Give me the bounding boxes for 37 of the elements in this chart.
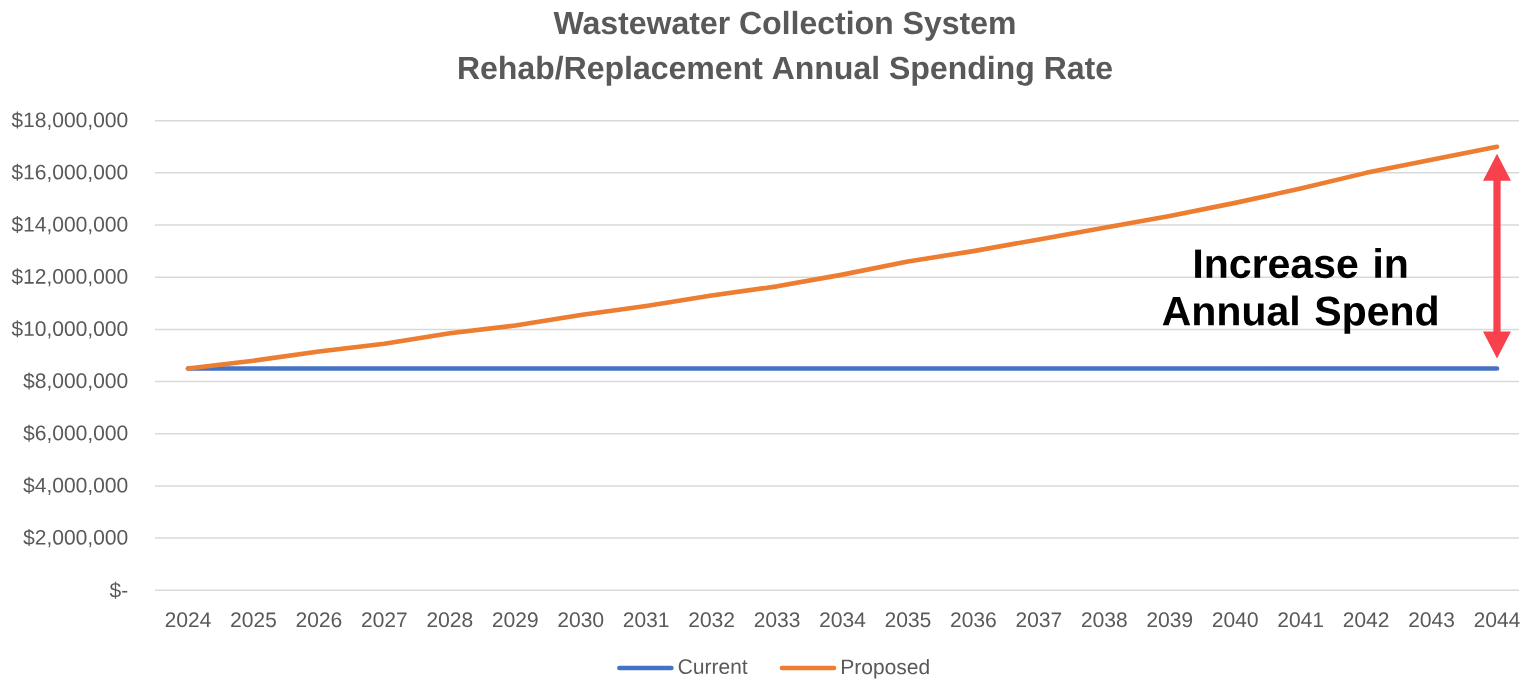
- x-tick-label: 2041: [1278, 612, 1323, 628]
- legend-label: Proposed: [842, 658, 929, 679]
- chart-subtitle: Rehab/Replacement Annual Spending Rate: [459, 55, 1112, 86]
- x-tick-label: 2034: [820, 612, 866, 628]
- y-tick-label: $6,000,000: [23, 424, 128, 443]
- x-tick-label: 2033: [754, 612, 800, 628]
- x-tick-label: 2035: [885, 612, 931, 628]
- x-tick-label: 2039: [1147, 612, 1193, 628]
- x-tick-label: 2025: [231, 612, 276, 628]
- x-tick-label: 2031: [623, 612, 669, 628]
- x-tick-label: 2038: [1082, 612, 1127, 628]
- y-tick-label: $10,000,000: [11, 320, 128, 339]
- x-tick-label: 2043: [1409, 612, 1454, 628]
- y-tick-label: $18,000,000: [11, 111, 128, 130]
- y-tick-label: $4,000,000: [23, 476, 128, 496]
- x-tick-label: 2042: [1343, 612, 1389, 628]
- x-tick-label: 2024: [165, 612, 211, 628]
- y-tick-label: $-: [109, 581, 128, 599]
- x-tick-label: 2044: [1474, 612, 1520, 628]
- x-tick-label: 2040: [1212, 612, 1258, 628]
- x-tick-label: 2026: [296, 612, 342, 628]
- x-tick-label: 2032: [689, 612, 734, 628]
- x-tick-label: 2028: [427, 612, 473, 628]
- x-tick-label: 2036: [951, 612, 996, 628]
- x-tick-label: 2027: [362, 612, 407, 628]
- annotation: Increase in Annual Spend: [1162, 248, 1437, 334]
- x-tick-label: 2037: [1016, 612, 1062, 628]
- y-tick-label: $16,000,000: [11, 163, 128, 182]
- x-tick-label: 2030: [558, 612, 604, 628]
- x-tick-label: 2029: [492, 612, 538, 628]
- chart-title: Wastewater Collection System: [553, 10, 1015, 41]
- line-series: [185, 144, 1500, 371]
- legend-label: Current: [678, 659, 748, 675]
- y-tick-label: $8,000,000: [23, 372, 128, 391]
- y-tick-label: $14,000,000: [11, 215, 128, 235]
- y-tick-label: $12,000,000: [11, 268, 128, 287]
- y-tick-label: $2,000,000: [23, 529, 128, 548]
